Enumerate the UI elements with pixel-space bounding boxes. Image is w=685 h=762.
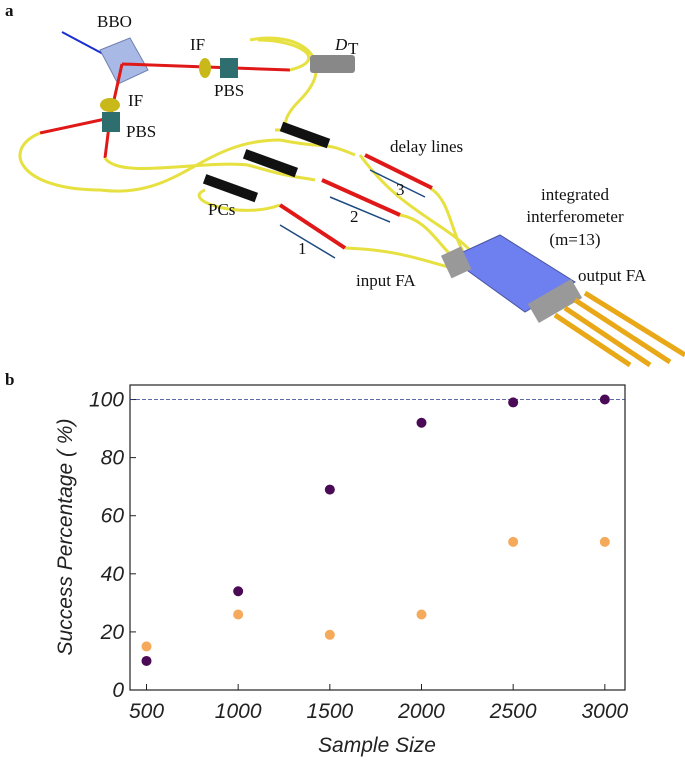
x-tick-label: 2500 [489, 700, 537, 723]
y-tick-label: 0 [112, 679, 124, 702]
setup-diagram [18, 31, 685, 368]
label: integrated [541, 185, 609, 204]
polarization-controllers [202, 121, 331, 203]
point [233, 609, 244, 620]
point [508, 397, 519, 408]
x-axis-title: Sample Size [318, 734, 436, 757]
label: IF [128, 91, 143, 110]
point [141, 641, 152, 652]
beam [39, 116, 111, 135]
label: IF [190, 35, 205, 54]
input-fa [440, 246, 472, 279]
point [416, 417, 427, 428]
y-tick-label: 100 [89, 389, 124, 412]
filter [199, 58, 211, 78]
label: 2 [350, 207, 359, 226]
pbs [220, 58, 238, 78]
y-tick-label: 60 [101, 505, 125, 528]
filter [100, 98, 120, 112]
x-tick-label: 3000 [581, 700, 628, 723]
output-fibers [553, 290, 685, 368]
detector [310, 55, 355, 73]
point [416, 609, 427, 620]
y-tick-label: 40 [101, 563, 125, 586]
point [141, 655, 152, 666]
plot-frame [129, 384, 626, 691]
point [324, 484, 335, 495]
point [599, 536, 610, 547]
bbo-crystal [99, 37, 149, 85]
panel-label: b [5, 370, 14, 389]
label: output FA [578, 266, 647, 285]
point [599, 394, 610, 405]
output-fa [527, 278, 583, 324]
delay-line [278, 203, 347, 250]
y-axis-title: Success Percentage ( %) [54, 419, 77, 656]
point [508, 536, 519, 547]
panel-label: a [5, 1, 14, 20]
label: 1 [298, 239, 307, 258]
chip [449, 234, 576, 313]
label: T [348, 39, 359, 58]
point [233, 586, 244, 597]
pbs [102, 112, 120, 132]
delay-line [364, 153, 433, 190]
label: D [334, 35, 348, 54]
y-tick-label: 80 [101, 447, 125, 470]
label: PCs [208, 200, 235, 219]
x-tick-label: 2000 [397, 700, 445, 723]
label: interferometer [526, 207, 624, 226]
x-tick-label: 1500 [306, 700, 353, 723]
label: 3 [396, 180, 405, 199]
x-tick-label: 1000 [215, 700, 262, 723]
label: PBS [214, 81, 244, 100]
delay-line [321, 178, 401, 217]
x-tick-label: 500 [129, 700, 164, 723]
label: BBO [97, 12, 132, 31]
point [324, 629, 335, 640]
y-tick-label: 20 [100, 621, 125, 644]
label: PBS [126, 122, 156, 141]
arrows [279, 169, 426, 259]
label: input FA [356, 271, 416, 290]
label: (m=13) [549, 230, 600, 249]
label: delay lines [390, 137, 463, 156]
